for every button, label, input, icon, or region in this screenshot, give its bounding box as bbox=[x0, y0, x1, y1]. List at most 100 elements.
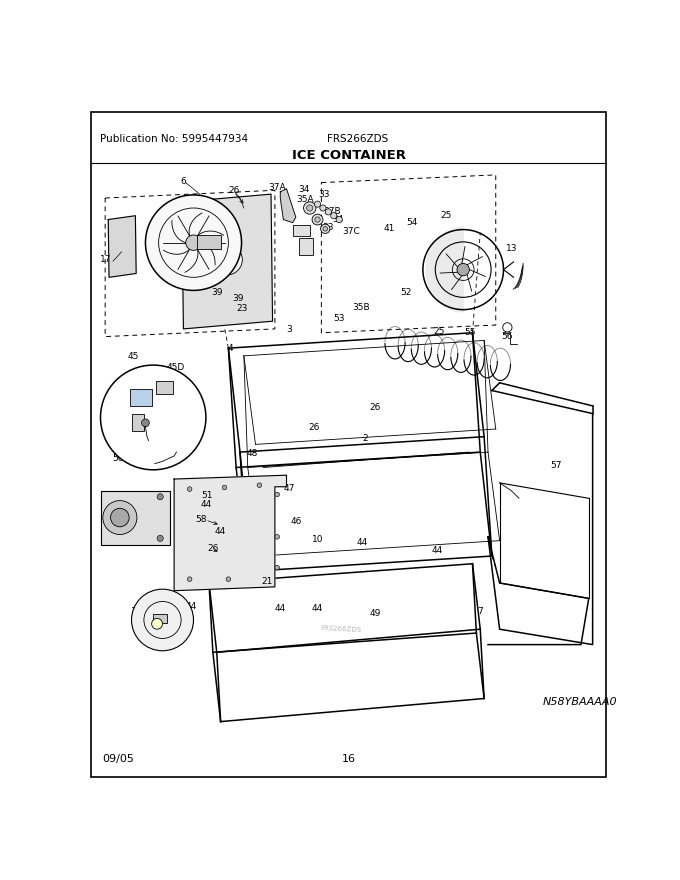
Bar bbox=[292, 225, 310, 236]
Text: 3: 3 bbox=[287, 326, 292, 334]
Circle shape bbox=[103, 501, 137, 534]
Circle shape bbox=[323, 226, 328, 231]
Circle shape bbox=[141, 419, 150, 427]
Circle shape bbox=[257, 483, 262, 488]
Text: 34: 34 bbox=[298, 185, 309, 194]
Circle shape bbox=[320, 224, 330, 233]
Circle shape bbox=[187, 487, 192, 491]
Bar bbox=[156, 381, 173, 393]
Circle shape bbox=[314, 201, 320, 208]
Text: 44: 44 bbox=[215, 527, 226, 536]
Circle shape bbox=[146, 195, 241, 290]
Text: 7: 7 bbox=[477, 607, 483, 616]
Bar bbox=[197, 235, 220, 249]
Text: 45C: 45C bbox=[127, 392, 145, 401]
Text: 26: 26 bbox=[198, 272, 209, 281]
Circle shape bbox=[307, 205, 313, 211]
Text: 49: 49 bbox=[369, 609, 381, 619]
Circle shape bbox=[303, 202, 316, 214]
Circle shape bbox=[187, 577, 192, 582]
Circle shape bbox=[315, 216, 320, 223]
Text: 51: 51 bbox=[201, 492, 212, 501]
Text: 44: 44 bbox=[357, 539, 368, 547]
Text: FRS266ZDS: FRS266ZDS bbox=[320, 625, 361, 634]
Polygon shape bbox=[182, 194, 273, 329]
Polygon shape bbox=[280, 188, 296, 223]
Circle shape bbox=[325, 209, 331, 215]
Text: 09/05: 09/05 bbox=[102, 753, 134, 764]
Text: 6: 6 bbox=[181, 177, 186, 186]
Text: ICE CONTAINER: ICE CONTAINER bbox=[292, 149, 405, 162]
Bar bbox=[131, 414, 144, 430]
Text: 46: 46 bbox=[290, 517, 301, 526]
Text: 25: 25 bbox=[441, 211, 452, 220]
Text: 45D: 45D bbox=[167, 363, 185, 372]
Text: 45: 45 bbox=[127, 352, 139, 361]
Text: N58YBAAAA0: N58YBAAAA0 bbox=[542, 697, 617, 708]
Text: 21: 21 bbox=[261, 577, 273, 586]
Text: 37B: 37B bbox=[324, 207, 341, 216]
Text: 26: 26 bbox=[309, 423, 320, 432]
Text: 44: 44 bbox=[312, 604, 323, 612]
Circle shape bbox=[157, 494, 163, 500]
Circle shape bbox=[111, 509, 129, 527]
Circle shape bbox=[131, 590, 194, 651]
Text: 13: 13 bbox=[507, 244, 517, 253]
Text: 37C: 37C bbox=[343, 227, 360, 236]
Text: 33: 33 bbox=[318, 190, 329, 200]
Circle shape bbox=[226, 577, 231, 582]
Circle shape bbox=[222, 485, 227, 490]
Bar bbox=[299, 238, 313, 255]
Text: 18: 18 bbox=[103, 499, 114, 508]
Text: 44: 44 bbox=[186, 603, 197, 612]
Text: 50: 50 bbox=[112, 454, 123, 463]
Text: 26: 26 bbox=[207, 544, 218, 553]
Circle shape bbox=[457, 263, 469, 275]
Text: 26: 26 bbox=[369, 403, 381, 412]
Text: 41: 41 bbox=[384, 224, 395, 232]
Text: 56: 56 bbox=[501, 332, 512, 341]
Text: 33: 33 bbox=[322, 223, 333, 231]
Text: 16: 16 bbox=[341, 753, 356, 764]
Circle shape bbox=[330, 213, 337, 219]
Text: 37A: 37A bbox=[269, 184, 286, 193]
Text: 47: 47 bbox=[284, 484, 295, 493]
Text: 23: 23 bbox=[237, 304, 248, 312]
Polygon shape bbox=[108, 216, 136, 277]
Text: 16: 16 bbox=[163, 600, 175, 609]
Text: 53: 53 bbox=[333, 314, 345, 323]
Text: 54: 54 bbox=[407, 218, 418, 227]
Text: 45A: 45A bbox=[160, 448, 177, 457]
Text: 15: 15 bbox=[131, 607, 143, 616]
Circle shape bbox=[186, 235, 201, 251]
Text: 45B: 45B bbox=[154, 407, 171, 416]
Circle shape bbox=[275, 492, 279, 496]
Text: 2: 2 bbox=[362, 434, 369, 443]
Circle shape bbox=[275, 565, 279, 570]
Text: 55: 55 bbox=[464, 328, 476, 337]
Circle shape bbox=[101, 365, 206, 470]
Polygon shape bbox=[174, 475, 286, 590]
Text: 44: 44 bbox=[431, 546, 443, 555]
Text: 17: 17 bbox=[100, 255, 112, 264]
Text: 35B: 35B bbox=[352, 303, 370, 312]
Text: 39: 39 bbox=[233, 295, 244, 304]
Text: 4: 4 bbox=[228, 344, 233, 353]
Text: FRS266ZDS: FRS266ZDS bbox=[327, 135, 388, 144]
Text: 57: 57 bbox=[550, 461, 562, 470]
Polygon shape bbox=[426, 227, 463, 312]
Circle shape bbox=[275, 534, 279, 539]
Text: 10: 10 bbox=[311, 535, 323, 544]
Bar bbox=[101, 491, 170, 545]
Text: 20: 20 bbox=[107, 528, 118, 537]
Text: 25: 25 bbox=[433, 326, 445, 335]
Circle shape bbox=[336, 216, 342, 223]
Circle shape bbox=[312, 214, 323, 225]
Circle shape bbox=[211, 244, 242, 275]
Text: 44: 44 bbox=[201, 500, 211, 509]
Text: 39: 39 bbox=[211, 289, 223, 297]
Circle shape bbox=[320, 205, 326, 211]
Text: 58: 58 bbox=[196, 515, 207, 524]
Text: 34: 34 bbox=[333, 215, 344, 224]
Bar bbox=[130, 389, 152, 406]
